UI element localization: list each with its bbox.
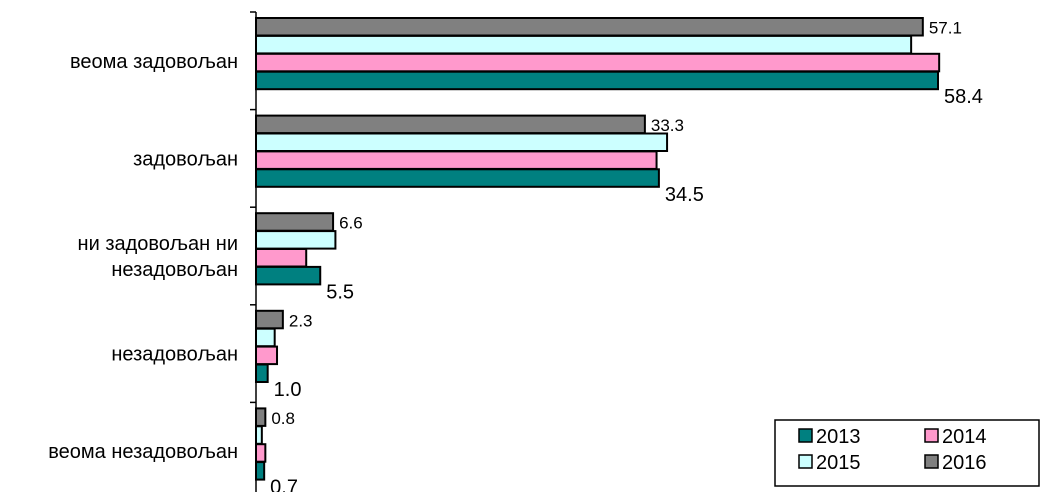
bar-2016: [255, 212, 335, 232]
data-label-2013: 0.7: [270, 477, 298, 492]
legend-label-2013: 2013: [816, 426, 861, 448]
data-labels: 57.1 58.4 33.3 34.5 6.6 5.5 2.3 1.0 0.8 0.7: [270, 19, 983, 492]
data-label-2016: 2.3: [289, 311, 313, 330]
data-label-2013: 5.5: [326, 281, 354, 303]
bar-2013: [255, 70, 939, 91]
data-label-2016: 33.3: [651, 116, 684, 135]
bar-2016: [255, 17, 924, 37]
bar-2013: [255, 265, 322, 286]
category-label: веома задовољан: [70, 51, 238, 73]
bar-2014: [255, 443, 267, 463]
bar-2013: [255, 363, 269, 383]
bar-2014: [255, 345, 279, 366]
data-label-2013: 1.0: [274, 379, 302, 401]
bar-2016: [255, 309, 284, 330]
legend-box: [774, 419, 1040, 487]
bar-2015: [255, 34, 913, 55]
legend-label-2016: 2016: [942, 452, 987, 474]
data-label-2016: 6.6: [339, 214, 363, 233]
legend-swatch-2015: [798, 454, 813, 469]
data-label-2016: 57.1: [929, 19, 962, 38]
y-axis-ticks: [250, 11, 256, 404]
data-label-2013: 34.5: [665, 184, 704, 206]
legend-swatch-2013: [798, 428, 813, 443]
bar-2015: [255, 327, 276, 348]
bar-2013: [255, 461, 266, 481]
bar-2015: [255, 425, 263, 445]
category-label: ни задовољан ни: [78, 233, 238, 255]
category-label: незадовољан: [111, 344, 238, 366]
bar-2016: [255, 407, 267, 427]
bar-2015: [255, 132, 669, 152]
data-label-2016: 0.8: [271, 409, 295, 428]
bar-2014: [255, 248, 308, 268]
legend-label-2014: 2014: [942, 426, 987, 448]
category-label: незадовољан: [111, 259, 238, 281]
legend-label-2015: 2015: [816, 452, 861, 474]
bar-2014: [255, 150, 658, 170]
bar-2014: [255, 52, 941, 73]
bar-2013: [255, 168, 660, 188]
legend-swatch-2016: [924, 454, 939, 469]
category-labels: веома задовољан задовољан ни задовољан ни н…: [48, 51, 238, 463]
bars: [255, 17, 941, 481]
category-label: задовољан: [133, 148, 238, 170]
bar-2016: [255, 114, 646, 135]
legend: 2013 2014 2015 2016: [774, 419, 1040, 487]
bar-2015: [255, 230, 337, 250]
legend-swatch-2014: [924, 428, 939, 443]
category-label: веома незадовољан: [48, 441, 238, 463]
data-label-2013: 58.4: [944, 86, 983, 108]
